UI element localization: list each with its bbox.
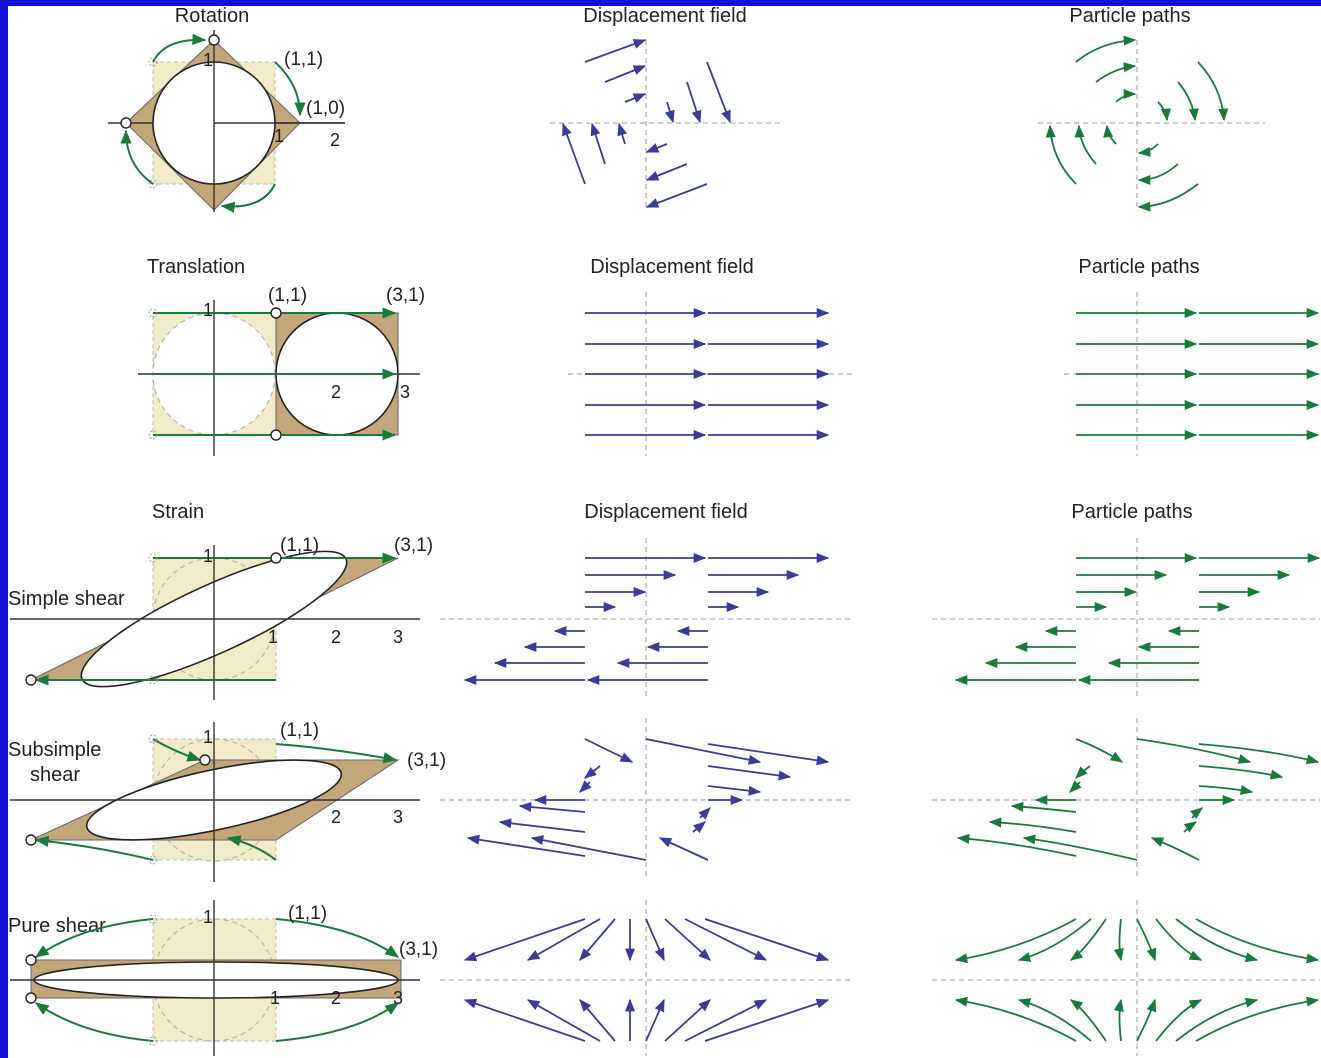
row-pure-shear: Pure shear 1 1 2	[8, 900, 1320, 1056]
pure-shear-title: Pure shear	[8, 915, 106, 937]
rotation-arrow-bottom	[220, 183, 276, 213]
rotation-displacement-title: Displacement field	[583, 5, 746, 27]
subsimple-shear-displacement-panel	[440, 718, 852, 880]
simple-shear-displacement-panel	[440, 538, 852, 700]
marker-point	[208, 34, 220, 46]
translation-displacement-panel	[568, 292, 852, 456]
strain-displacement-title: Displacement field	[584, 501, 747, 523]
row-simple-shear: Strain Displacement field Particle paths…	[8, 501, 1321, 700]
displacement-arrows	[463, 918, 830, 1042]
tick-one-y: 1	[203, 546, 213, 566]
tick-one-x: 1	[270, 988, 280, 1008]
translation-title: Translation	[147, 256, 245, 278]
rotation-paths-panel	[1038, 35, 1265, 212]
label-point-3-1: (3,1)	[407, 750, 446, 771]
subsimple-shear-paths-panel	[932, 718, 1320, 880]
particle-paths	[954, 552, 1321, 686]
tick-three-x: 3	[393, 627, 403, 647]
rotation-displacement-panel	[550, 39, 782, 210]
frame-left-border	[0, 0, 8, 1058]
particle-paths	[1045, 35, 1229, 212]
rotation-paths-title: Particle paths	[1069, 5, 1190, 27]
tick-one-y: 1	[203, 50, 213, 70]
translation-paths-title: Particle paths	[1078, 256, 1199, 278]
tick-one-y: 1	[203, 907, 213, 927]
pure-shear-paths-panel	[932, 900, 1320, 1056]
particle-paths	[954, 918, 1320, 1042]
subsimple-shear-title-line1: Subsimple	[8, 739, 101, 761]
displacement-arrows	[562, 39, 731, 208]
label-point-1-1: (1,1)	[280, 535, 319, 556]
marker-point	[120, 117, 132, 129]
row-subsimple-shear: Subsimple shear 1	[8, 718, 1320, 882]
translation-shape-panel: 1 2 3 (1,1) (3,1)	[138, 285, 425, 456]
rotation-arrow-right	[274, 61, 306, 117]
pure-shear-displacement-panel	[440, 900, 852, 1056]
label-point-1-0: (1,0)	[306, 98, 345, 119]
strain-paths-title: Particle paths	[1071, 501, 1192, 523]
subsimple-shear-title-line2: shear	[30, 764, 80, 786]
tick-two-x: 2	[331, 627, 341, 647]
displacement-arrows	[585, 307, 830, 441]
particle-paths	[956, 738, 1320, 861]
simple-shear-shape-panel: 1 1 2 3 (1,1) (3,1)	[10, 535, 433, 700]
label-point-1-1: (1,1)	[268, 285, 307, 306]
row-rotation: Rotation Displacement field Particle pat…	[108, 5, 1265, 213]
label-point-1-1: (1,1)	[280, 720, 319, 741]
label-point-3-1: (3,1)	[399, 939, 438, 960]
tick-two-x: 2	[331, 382, 341, 402]
frame-top-border	[0, 0, 1321, 6]
rotation-arrow-left	[120, 129, 154, 185]
tick-one-x: 1	[274, 126, 284, 146]
tick-two-x: 2	[330, 130, 340, 150]
tick-one-y: 1	[203, 300, 213, 320]
tick-three-x: 3	[393, 807, 403, 827]
label-point-1-1: (1,1)	[284, 49, 323, 70]
pure-shear-shape-panel: 1 1 2 3 (1,1) (3,1)	[10, 900, 438, 1056]
label-point-3-1: (3,1)	[394, 535, 433, 556]
tick-two-x: 2	[331, 988, 341, 1008]
tick-one-y: 1	[203, 727, 213, 747]
simple-shear-paths-panel	[932, 538, 1321, 700]
tick-three-x: 3	[400, 382, 410, 402]
subsimple-shear-shape-panel: 1 2 3 (1,1) (3,1)	[10, 720, 446, 882]
simple-shear-title: Simple shear	[8, 588, 125, 610]
rotation-title: Rotation	[175, 5, 250, 27]
row-translation: Translation Displacement field Particle …	[138, 256, 1320, 456]
tick-one-x: 1	[268, 627, 278, 647]
translation-displacement-title: Displacement field	[590, 256, 753, 278]
label-point-3-1: (3,1)	[386, 285, 425, 306]
particle-paths	[1076, 307, 1320, 441]
translation-paths-panel	[1064, 292, 1320, 456]
displacement-arrows	[466, 738, 830, 861]
tick-two-x: 2	[331, 807, 341, 827]
strain-group-title: Strain	[152, 501, 204, 523]
displacement-arrows	[463, 552, 830, 686]
rotation-shape-panel: 1 1 2 (1,1) (1,0)	[108, 30, 345, 213]
label-point-1-1: (1,1)	[288, 903, 327, 924]
tick-three-x: 3	[393, 988, 403, 1008]
